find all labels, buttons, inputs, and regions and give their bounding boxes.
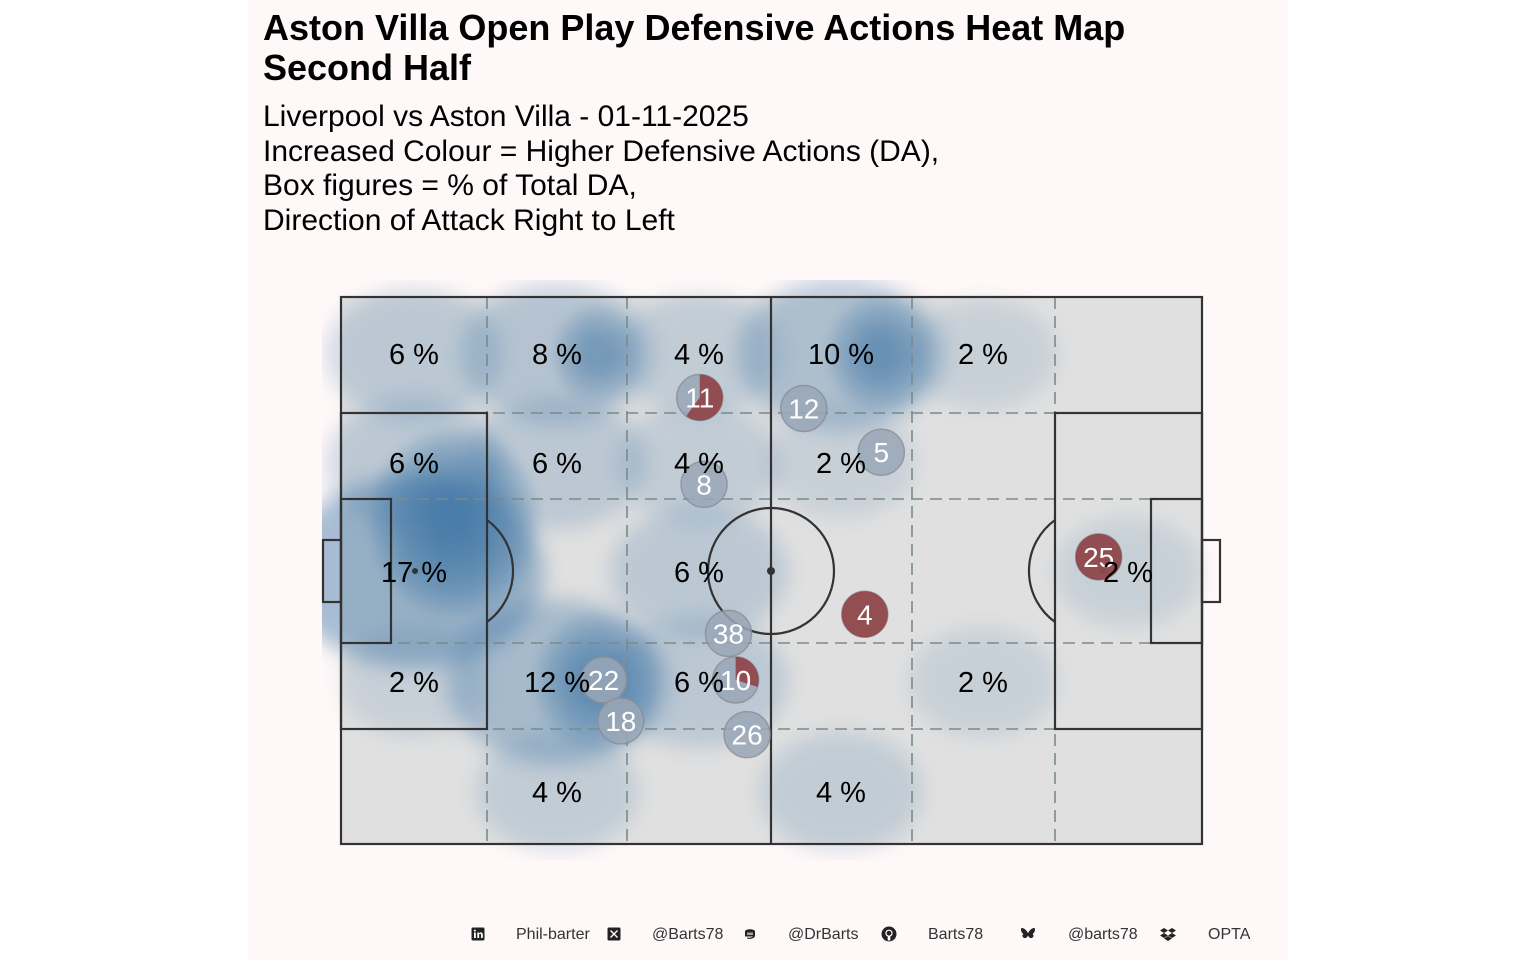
- player-circle: [857, 428, 906, 476]
- heat-blob: [617, 293, 781, 415]
- subtitle-line-3: Box figures = % of Total DA,: [263, 169, 637, 202]
- player-number: 5: [873, 437, 889, 468]
- data-source-label: OPTA: [1208, 926, 1251, 943]
- heat-core: [437, 503, 471, 541]
- player-marker: 8: [680, 460, 728, 509]
- player-circle: [704, 609, 753, 658]
- heat-blob: [908, 627, 1058, 737]
- zone-label-r3c1: 17 %: [381, 557, 447, 589]
- player-marker: 5: [857, 428, 906, 476]
- github-handle[interactable]: Barts78: [928, 926, 984, 943]
- footer: Phil-barter @Barts78 @DrBarts Barts78 @b…: [0, 923, 1536, 947]
- penalty-spot-left: [412, 568, 418, 574]
- player-share-fill: [1075, 533, 1122, 580]
- title-line-2: Second Half: [263, 47, 472, 88]
- zone-label-r4c3: 6 %: [674, 667, 724, 699]
- player-share-fill: [841, 591, 888, 638]
- zone-label-r1c5: 2 %: [958, 339, 1008, 371]
- player-positions: 11 12 5 8 25 4 38 22 10 18 26: [579, 373, 1123, 759]
- zone-label-r2c2: 6 %: [532, 448, 582, 480]
- player-number: 11: [685, 383, 714, 414]
- player-circle: [680, 460, 728, 509]
- pitch-markings: [321, 295, 1222, 846]
- player-marker: 4: [841, 590, 889, 639]
- zone-label-r1c4: 10 %: [808, 339, 874, 371]
- title-line-1: Aston Villa Open Play Defensive Actions …: [263, 7, 1126, 48]
- zone-label-r2c1: 6 %: [389, 448, 439, 480]
- zone-label-r5c2: 4 %: [532, 777, 582, 809]
- player-marker: 26: [723, 710, 771, 759]
- player-number: 26: [732, 720, 763, 751]
- bluesky-icon[interactable]: [1020, 926, 1036, 942]
- player-circle: [597, 697, 645, 745]
- heat-core: [864, 335, 898, 373]
- heat-blob: [475, 731, 639, 853]
- x-twitter-icon[interactable]: [606, 926, 622, 942]
- player-marker: 22: [579, 656, 628, 704]
- player-marker: 25: [1074, 533, 1123, 581]
- player-share-fill: [735, 656, 759, 688]
- zone-label-r3c3: 6 %: [674, 557, 724, 589]
- zone-label-r1c2: 8 %: [532, 339, 582, 371]
- github-icon[interactable]: [881, 926, 897, 942]
- player-number: 22: [588, 665, 619, 696]
- player-marker: 38: [704, 609, 753, 658]
- linkedin-handle[interactable]: Phil-barter: [516, 926, 590, 943]
- subtitle-line-2: Increased Colour = Higher Defensive Acti…: [263, 134, 940, 168]
- zone-label-r5c4: 4 %: [816, 777, 866, 809]
- player-number: 4: [857, 599, 873, 630]
- player-marker: 18: [597, 697, 645, 745]
- heat-blob: [339, 627, 489, 737]
- subtitle-line-1: Liverpool vs Aston Villa - 01-11-2025: [263, 100, 749, 133]
- player-number: 38: [713, 618, 744, 649]
- player-circle: [780, 384, 828, 433]
- heat-blob: [325, 288, 503, 420]
- heat-blob: [610, 506, 788, 638]
- player-marker: 11: [676, 373, 724, 422]
- mastodon-handle[interactable]: @DrBarts: [788, 926, 859, 943]
- heat-blob: [908, 299, 1058, 409]
- zone-label-r4c5: 2 %: [958, 667, 1008, 699]
- subtitle-line-4: Direction of Attack Right to Left: [263, 203, 675, 237]
- player-marker: 10: [711, 656, 760, 704]
- zone-label-r4c1: 2 %: [389, 667, 439, 699]
- chart-subtitle: Liverpool vs Aston Villa - 01-11-2025 In…: [263, 100, 939, 238]
- player-marker: 12: [780, 384, 828, 433]
- zone-label-r4c2: 12 %: [524, 667, 590, 699]
- player-share-fill: [686, 374, 723, 421]
- chart-title: Aston Villa Open Play Defensive Actions …: [263, 8, 1125, 88]
- zone-label-r2c4: 2 %: [816, 448, 866, 480]
- centre-spot: [767, 567, 775, 575]
- player-number: 10: [720, 665, 751, 696]
- mastodon-icon[interactable]: [742, 926, 758, 942]
- player-number: 8: [696, 469, 712, 500]
- zone-label-r2c3: 4 %: [674, 448, 724, 480]
- player-number: 18: [605, 706, 636, 737]
- player-number: 25: [1083, 542, 1114, 573]
- x-handle[interactable]: @Barts78: [652, 926, 724, 943]
- heat-core: [580, 335, 614, 373]
- linkedin-icon[interactable]: [470, 926, 486, 942]
- player-number: 12: [788, 393, 819, 424]
- zone-label-r1c1: 6 %: [389, 339, 439, 371]
- dropbox-icon[interactable]: [1160, 926, 1176, 942]
- bluesky-handle[interactable]: @barts78: [1068, 926, 1138, 943]
- heat-blob: [759, 731, 923, 853]
- heat-density: [322, 280, 1203, 853]
- zone-label-r3c7: 2 %: [1103, 557, 1153, 589]
- zone-label-r1c3: 4 %: [674, 339, 724, 371]
- zone-percentage-labels: 6 % 8 % 4 % 10 % 2 % 6 % 6 % 4 % 2 % 17 % 6 % 2 % 2 …: [381, 339, 1153, 809]
- player-circle: [579, 656, 628, 704]
- player-circle: [723, 710, 771, 759]
